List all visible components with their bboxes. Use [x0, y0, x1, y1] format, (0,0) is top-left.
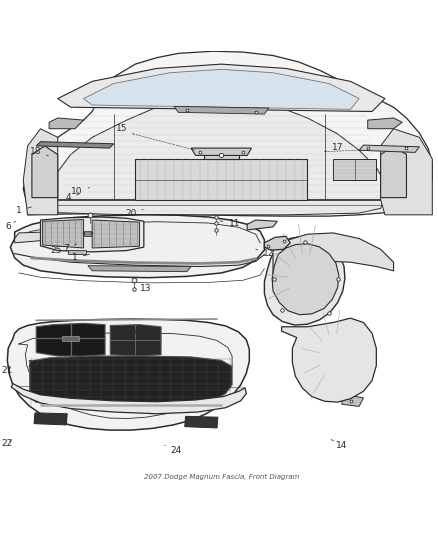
Polygon shape	[14, 232, 45, 243]
Polygon shape	[34, 413, 67, 425]
Polygon shape	[368, 118, 402, 129]
Polygon shape	[265, 236, 290, 250]
Text: 12: 12	[256, 249, 274, 258]
Text: 6: 6	[5, 221, 15, 231]
Text: 25: 25	[50, 246, 67, 255]
Polygon shape	[11, 384, 246, 414]
Polygon shape	[135, 159, 307, 200]
Text: 1: 1	[72, 253, 89, 262]
Polygon shape	[85, 231, 91, 236]
Polygon shape	[273, 233, 394, 275]
Polygon shape	[381, 129, 432, 215]
Text: 17: 17	[325, 143, 343, 152]
Text: 4: 4	[66, 193, 79, 202]
Polygon shape	[359, 145, 420, 152]
Text: 11: 11	[220, 219, 240, 228]
Polygon shape	[30, 356, 232, 407]
Polygon shape	[191, 148, 251, 156]
Text: 18: 18	[30, 147, 48, 156]
Text: 10: 10	[71, 187, 89, 196]
Polygon shape	[42, 220, 84, 248]
Polygon shape	[40, 217, 144, 252]
Text: 20: 20	[125, 328, 143, 337]
Text: 24: 24	[165, 445, 182, 455]
Polygon shape	[49, 118, 84, 129]
Polygon shape	[32, 146, 58, 198]
Polygon shape	[333, 159, 376, 180]
Polygon shape	[68, 250, 86, 254]
Polygon shape	[88, 265, 191, 272]
Polygon shape	[84, 69, 359, 109]
Text: 23: 23	[27, 360, 46, 369]
Polygon shape	[36, 324, 105, 356]
Polygon shape	[11, 215, 265, 278]
Text: 14: 14	[331, 440, 348, 450]
Text: 1: 1	[16, 206, 32, 215]
Polygon shape	[282, 318, 376, 402]
Polygon shape	[58, 99, 385, 215]
Text: 2007 Dodge Magnum Fascia, Front Diagram: 2007 Dodge Magnum Fascia, Front Diagram	[144, 473, 299, 480]
Text: 13: 13	[134, 283, 152, 293]
Polygon shape	[174, 107, 268, 114]
Polygon shape	[342, 395, 364, 407]
Polygon shape	[58, 64, 385, 111]
Text: 20: 20	[125, 209, 143, 219]
Polygon shape	[381, 146, 406, 198]
Polygon shape	[185, 416, 218, 428]
Polygon shape	[247, 220, 277, 230]
Polygon shape	[265, 236, 345, 325]
Polygon shape	[23, 51, 432, 216]
Polygon shape	[36, 142, 114, 148]
Text: 15: 15	[116, 124, 133, 134]
Polygon shape	[92, 220, 140, 248]
Polygon shape	[272, 244, 339, 314]
Text: 7: 7	[64, 244, 77, 253]
Polygon shape	[7, 319, 249, 430]
Polygon shape	[204, 150, 239, 159]
Polygon shape	[62, 336, 79, 341]
Polygon shape	[23, 129, 58, 215]
Polygon shape	[110, 325, 161, 356]
Text: 21: 21	[2, 366, 13, 375]
Text: 22: 22	[2, 439, 13, 448]
